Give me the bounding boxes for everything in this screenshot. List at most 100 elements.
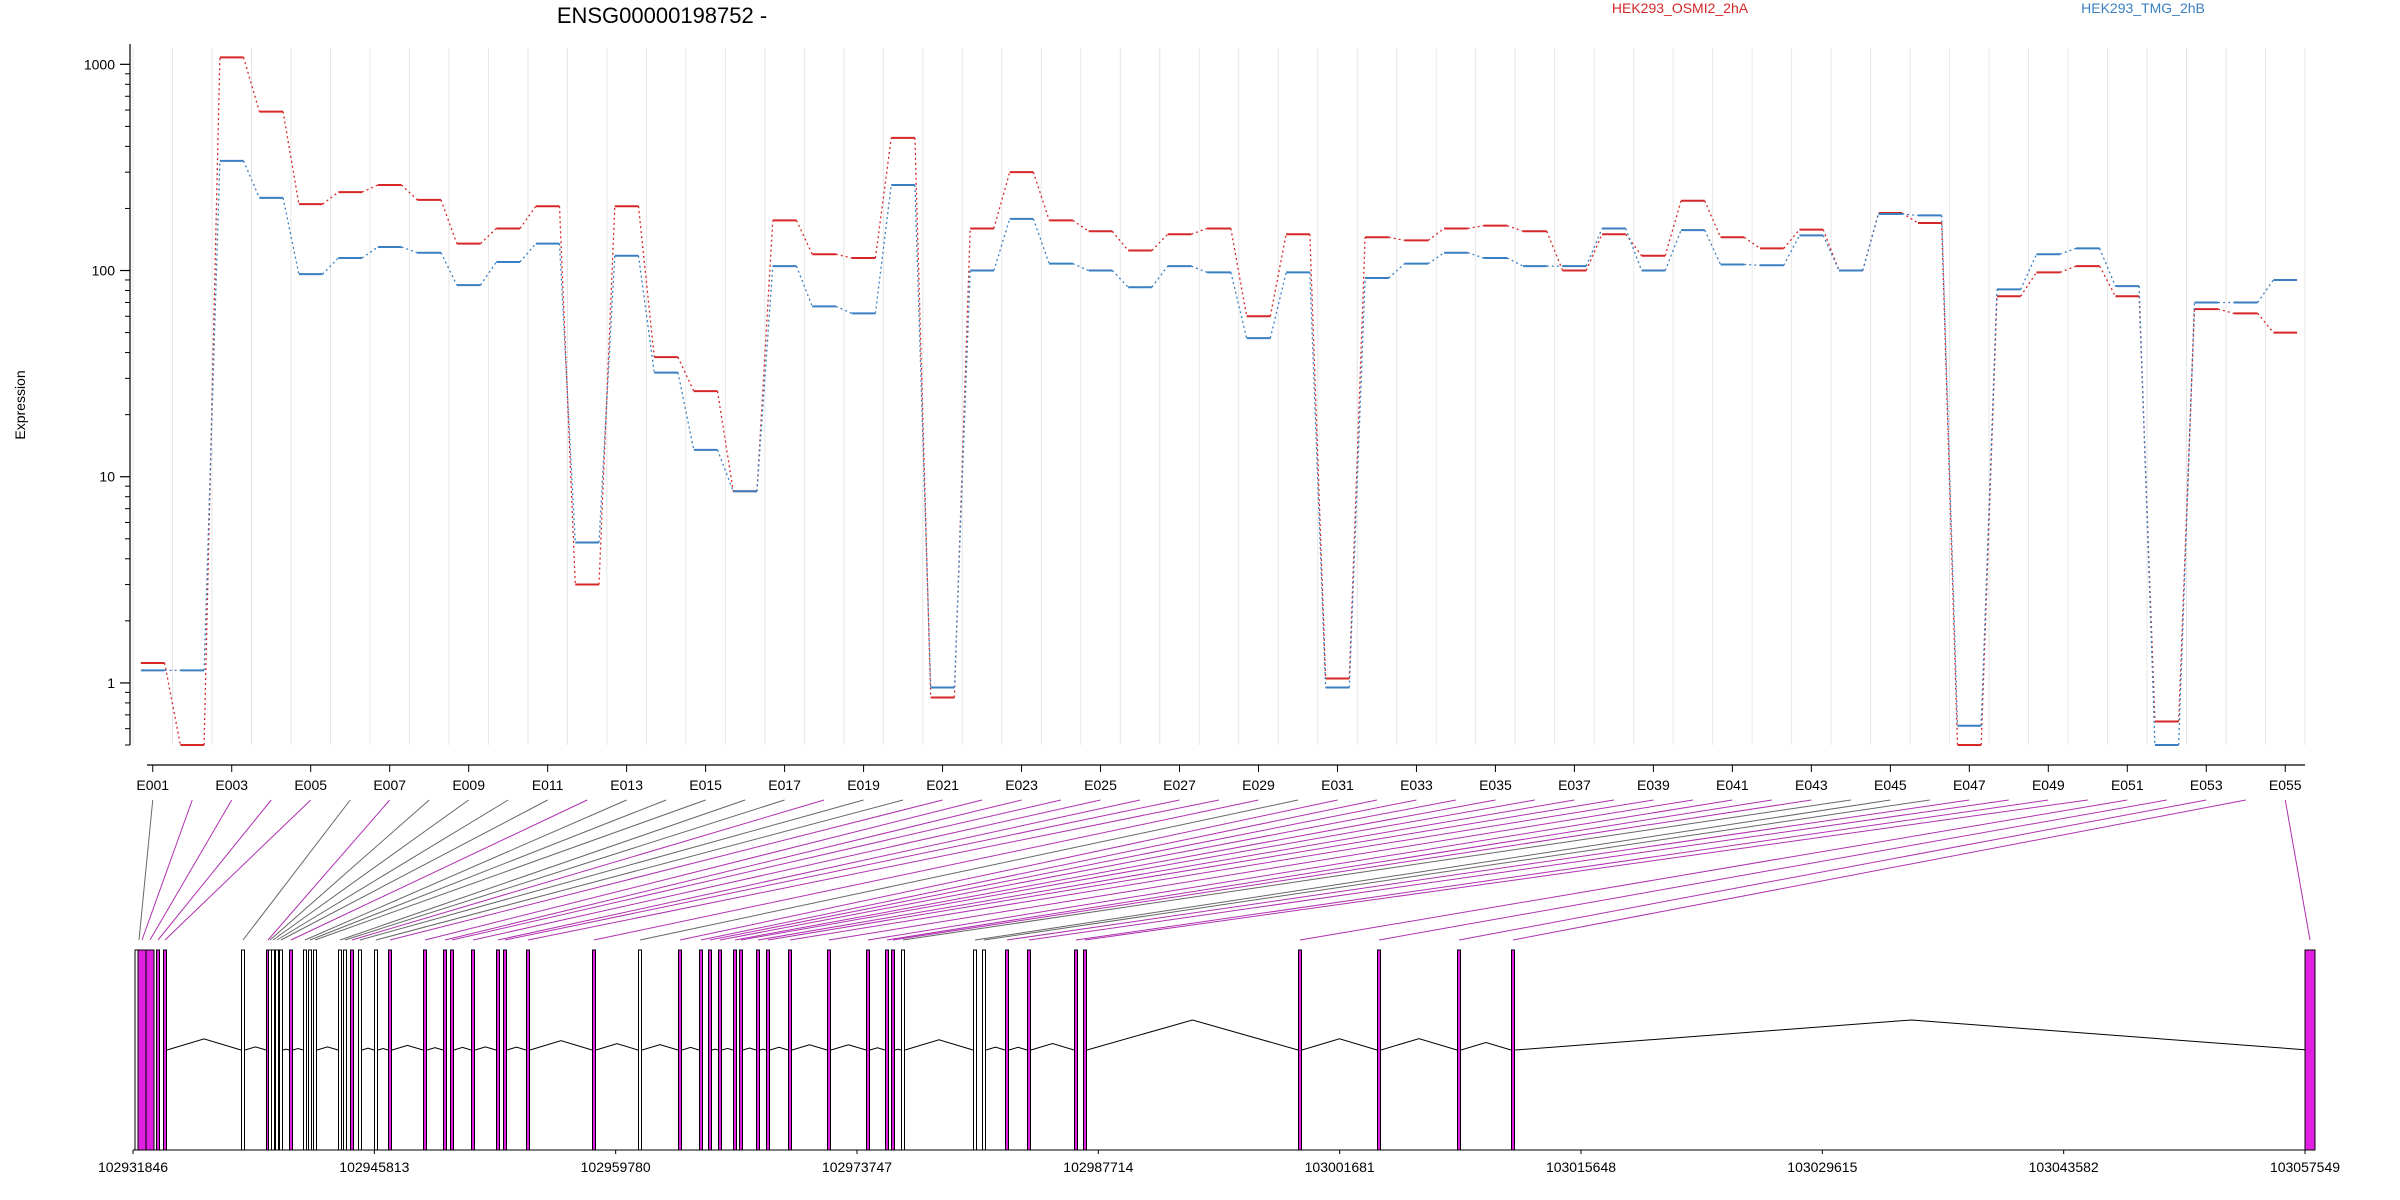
legend-entry-series-a: HEK293_OSMI2_2hA (1612, 0, 1749, 16)
series-connector (480, 227, 497, 245)
exon-connector (451, 799, 1062, 941)
exon-connector (709, 799, 1417, 941)
exon-connector (902, 799, 1851, 941)
exon-box (450, 949, 454, 1151)
exon-box (1377, 949, 1381, 1151)
intron-line (759, 1048, 767, 1051)
exon-tick-label: E029 (1242, 777, 1275, 793)
exon-box (1005, 949, 1009, 1151)
series-connector (2099, 265, 2117, 297)
exon-tick-label: E021 (926, 777, 959, 793)
intron-line (361, 1047, 375, 1051)
series-connector (322, 191, 339, 205)
exon-box (275, 949, 279, 1151)
intron-line (1514, 1019, 2309, 1051)
series-connector (1111, 270, 1129, 288)
intron-line (742, 1047, 757, 1051)
exon-connector (272, 799, 469, 941)
exon-box (388, 949, 392, 1151)
series-connector (1704, 229, 1722, 265)
exon-connector (892, 799, 1812, 941)
exon-box (1083, 949, 1087, 1151)
gene-model (134, 949, 2316, 1151)
series-b (140, 159, 2298, 746)
exon-box (503, 949, 507, 1151)
series-connector (558, 206, 576, 585)
series-connector (1111, 230, 1129, 251)
exon-box (2304, 949, 2316, 1151)
intron-line (1460, 1041, 1512, 1051)
intron-line (506, 1046, 527, 1051)
series-connector (2177, 309, 2196, 722)
exon-tick-label: E001 (136, 777, 169, 793)
exon-connector (767, 799, 1614, 941)
series-connector (1822, 235, 1840, 271)
series-connector (401, 184, 418, 201)
series-connector (1309, 234, 1327, 679)
exon-box (1074, 949, 1078, 1151)
exon-box (350, 949, 354, 1151)
series-connector (1427, 252, 1445, 265)
exon-connector (472, 799, 1101, 941)
series-connector (795, 265, 813, 307)
exon-box (756, 949, 760, 1151)
exon-connector (527, 799, 1220, 941)
exon-box (496, 949, 500, 1151)
exon-connector (719, 799, 1457, 941)
series-connector (874, 184, 892, 314)
exon-tick-label: E023 (1005, 777, 1038, 793)
y-tick-label: 10 (99, 469, 115, 485)
exon-box (471, 949, 475, 1151)
series-connector (1901, 212, 1919, 224)
exon-tick-label: E017 (768, 777, 801, 793)
series-connector (1230, 272, 1248, 339)
exon-connector (679, 799, 1338, 941)
intron-line (1030, 1043, 1075, 1051)
series-connector (1151, 265, 1169, 288)
exon-connector (141, 799, 193, 941)
series-connector (1585, 233, 1603, 271)
series-connector (1309, 272, 1327, 688)
intron-line (1008, 1046, 1028, 1051)
series-connector (1664, 229, 1682, 271)
series-connector (1151, 233, 1169, 251)
series-connector (1941, 222, 1959, 746)
exon-box (289, 949, 293, 1151)
intron-line (282, 1048, 290, 1051)
series-connector (874, 137, 892, 259)
series-connector (1546, 231, 1564, 271)
series-connector (1783, 235, 1801, 266)
intron-line (791, 1044, 828, 1051)
exon-connector (1075, 799, 2049, 941)
intron-line (1301, 1038, 1378, 1051)
series-connector (914, 184, 932, 688)
intron-line (641, 1044, 679, 1051)
series-lines (140, 56, 2298, 746)
exon-tick-label: E055 (2269, 777, 2302, 793)
exon-tick-label: E033 (1400, 777, 1433, 793)
exon-connector (242, 799, 351, 941)
exon-connector (867, 799, 1733, 941)
exon-tick-label: E027 (1163, 777, 1196, 793)
exon-tick-label: E041 (1716, 777, 1749, 793)
exon-connector (309, 799, 667, 941)
exon-connector (740, 799, 1536, 941)
intron-line (529, 1040, 593, 1051)
series-connector (953, 228, 971, 698)
y-axis: 1 10 100 1000 (84, 44, 131, 746)
intron-line (1086, 1019, 1299, 1051)
genomic-tick-label: 102931846 (98, 1159, 168, 1175)
exon-tick-label: E053 (2190, 777, 2223, 793)
series-connector (2099, 248, 2117, 287)
exon-connector (700, 799, 1378, 941)
intron-line (391, 1044, 424, 1051)
exon-box (271, 949, 275, 1151)
exon-box (358, 949, 362, 1151)
exon-box (699, 949, 703, 1151)
exon-connector (789, 799, 1654, 941)
series-connector (716, 391, 734, 492)
exon-tick-label: E013 (610, 777, 643, 793)
exon-box (1457, 949, 1461, 1151)
series-connector (1388, 263, 1406, 279)
exon-box (303, 949, 307, 1151)
